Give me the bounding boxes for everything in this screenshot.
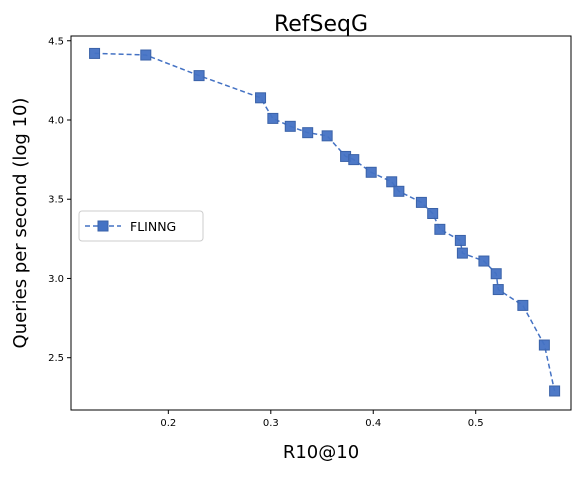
y-tick-label: 2.5 bbox=[48, 353, 64, 364]
legend-marker-sample bbox=[97, 220, 109, 232]
data-point bbox=[427, 207, 439, 219]
y-tick-label: 4.5 bbox=[48, 36, 64, 47]
series-layer bbox=[89, 47, 561, 397]
data-point bbox=[434, 223, 446, 235]
data-point bbox=[456, 247, 468, 259]
x-axis-label: R10@10 bbox=[283, 442, 359, 463]
data-point bbox=[348, 154, 360, 166]
data-point bbox=[549, 385, 561, 397]
y-axis-label: Queries per second (log 10) bbox=[10, 98, 31, 349]
data-point bbox=[478, 255, 490, 267]
x-tick-label: 0.2 bbox=[160, 418, 176, 429]
data-point bbox=[89, 47, 101, 59]
data-point bbox=[490, 268, 502, 280]
data-point bbox=[284, 120, 296, 132]
x-tick-label: 0.5 bbox=[468, 418, 484, 429]
chart-title: RefSeqG bbox=[274, 12, 368, 37]
data-point bbox=[415, 196, 427, 208]
data-point bbox=[393, 185, 405, 197]
data-point bbox=[321, 130, 333, 142]
data-point bbox=[538, 339, 550, 351]
y-tick-label: 4.0 bbox=[48, 115, 64, 126]
data-point bbox=[386, 176, 398, 188]
plot-area bbox=[70, 35, 572, 411]
legend: FLINNG bbox=[78, 210, 204, 242]
data-point bbox=[255, 92, 267, 104]
data-point bbox=[267, 112, 279, 124]
y-axis-ticks: 2.5 3.0 3.5 4.0 4.5 bbox=[48, 36, 71, 364]
data-point bbox=[454, 234, 466, 246]
data-point bbox=[492, 284, 504, 296]
x-axis-ticks: 0.2 0.3 0.4 0.5 bbox=[160, 410, 484, 429]
data-point bbox=[193, 70, 205, 82]
x-tick-label: 0.4 bbox=[365, 418, 381, 429]
legend-frame bbox=[78, 210, 204, 242]
legend-label: FLINNG bbox=[130, 219, 176, 234]
data-point bbox=[517, 299, 529, 311]
x-tick-label: 0.3 bbox=[263, 418, 279, 429]
y-tick-label: 3.0 bbox=[48, 274, 64, 285]
data-point bbox=[302, 127, 314, 139]
data-point bbox=[365, 166, 377, 178]
y-tick-label: 3.5 bbox=[48, 195, 64, 206]
data-point bbox=[140, 49, 152, 61]
